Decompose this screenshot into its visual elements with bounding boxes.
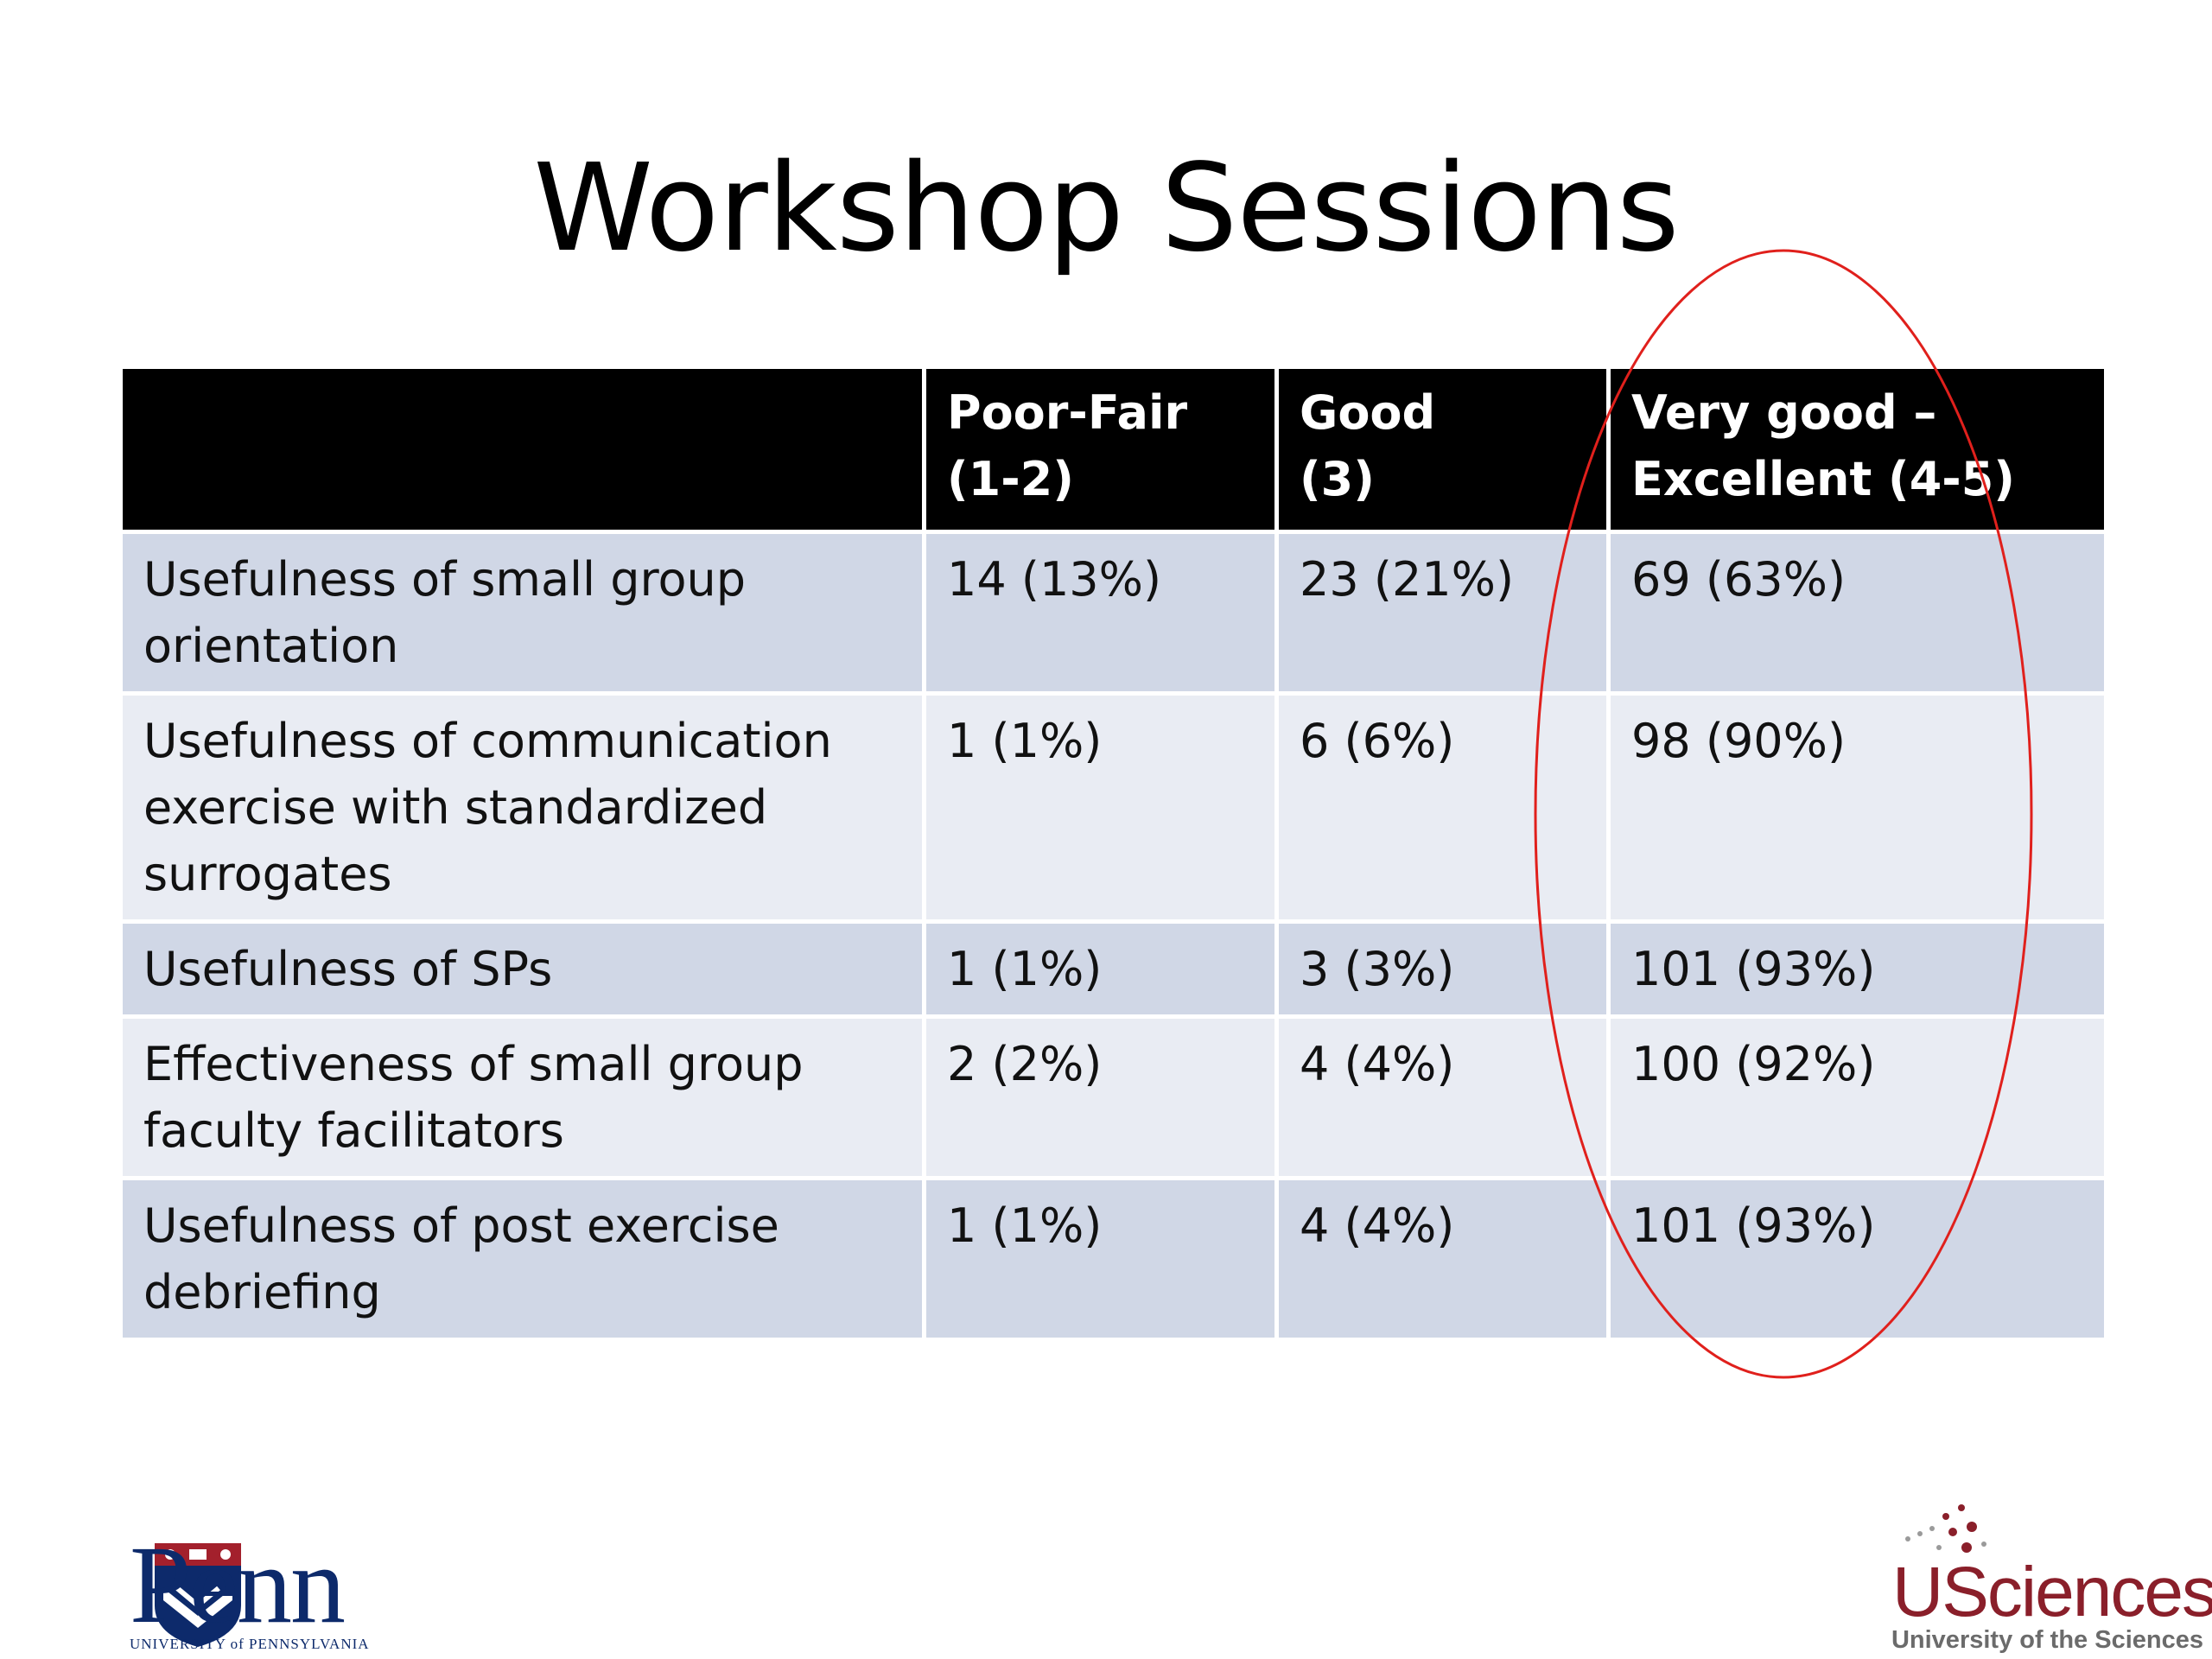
table-row: Usefulness of post exercise debriefing 1… [118,1176,2108,1342]
table-row: Usefulness of small group orientation 14… [118,530,2108,696]
cell-very-good-excellent: 100 (92%) [1606,1014,2108,1180]
table-header-row: Poor-Fair (1-2) Good (3) Very good – Exc… [118,365,2108,534]
row-label: Usefulness of SPs [118,919,926,1019]
header-empty [118,365,926,534]
cell-very-good-excellent: 101 (93%) [1606,919,2108,1019]
cell-very-good-excellent: 69 (63%) [1606,530,2108,696]
table-row: Usefulness of communication exercise wit… [118,691,2108,924]
cell-poor-fair: 1 (1%) [922,919,1279,1019]
penn-shield-icon [155,1543,241,1647]
cell-good: 4 (4%) [1274,1014,1611,1180]
cell-very-good-excellent: 101 (93%) [1606,1176,2108,1342]
cell-good: 3 (3%) [1274,919,1611,1019]
cell-good: 6 (6%) [1274,691,1611,924]
penn-logo-text: Penn [130,1523,346,1646]
usciences-logo-subtitle: University of the Sciences [1891,1626,2203,1654]
penn-logo-subtitle: UNIVERSITY of PENNSYLVANIA [130,1636,370,1652]
cell-poor-fair: 14 (13%) [922,530,1279,696]
usciences-dots-icon [1905,1504,1986,1553]
header-good: Good (3) [1274,365,1611,534]
row-label: Usefulness of small group orientation [118,530,926,696]
header-poor-fair: Poor-Fair (1-2) [922,365,1279,534]
row-label: Usefulness of communication exercise wit… [118,691,926,924]
usciences-logo-text: USciences [1892,1553,2212,1631]
cell-good: 23 (21%) [1274,530,1611,696]
cell-good: 4 (4%) [1274,1176,1611,1342]
table-row: Effectiveness of small group faculty fac… [118,1014,2108,1180]
cell-poor-fair: 1 (1%) [922,1176,1279,1342]
header-very-good-excellent: Very good – Excellent (4-5) [1606,365,2108,534]
cell-very-good-excellent: 98 (90%) [1606,691,2108,924]
table-row: Usefulness of SPs 1 (1%) 3 (3%) 101 (93%… [118,919,2108,1019]
workshop-table: Poor-Fair (1-2) Good (3) Very good – Exc… [118,365,2108,1342]
row-label: Usefulness of post exercise debriefing [118,1176,926,1342]
cell-poor-fair: 2 (2%) [922,1014,1279,1180]
cell-poor-fair: 1 (1%) [922,691,1279,924]
row-label: Effectiveness of small group faculty fac… [118,1014,926,1180]
slide-title: Workshop Sessions [533,138,1679,279]
